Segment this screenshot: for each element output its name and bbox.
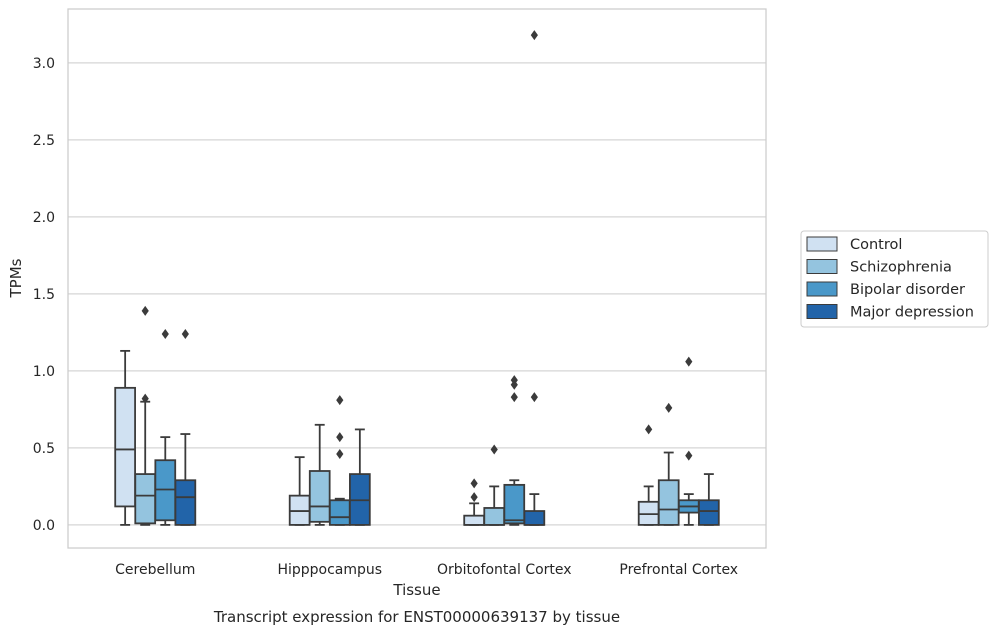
legend-frame — [800, 230, 989, 328]
x-tick-label: Cerebellum — [115, 562, 195, 578]
y-tick-label: 0.0 — [33, 518, 55, 534]
outlier-point — [470, 492, 478, 503]
x-tick-labels: Cerebellum Hipppocampus Orbitofontal Corte… — [115, 562, 738, 578]
legend-swatch — [806, 281, 838, 297]
box-body — [174, 479, 197, 526]
outlier-point — [530, 392, 538, 403]
outlier-point — [336, 395, 344, 406]
box-body — [698, 499, 720, 526]
box-body — [134, 473, 157, 525]
x-tick-label: Orbitofontal Cortex — [437, 562, 572, 578]
chart-caption: Transcript expression for ENST0000063913… — [213, 608, 620, 626]
box-1-1 — [308, 423, 331, 526]
box-body — [657, 479, 680, 526]
box-3-1 — [657, 402, 680, 526]
legend-label: Major depression — [850, 305, 974, 321]
outlier-point — [141, 305, 149, 316]
plot-area — [68, 9, 766, 548]
legend-label: Schizophrenia — [850, 260, 952, 276]
outlier-point — [645, 424, 653, 435]
box-1-3 — [349, 428, 371, 526]
outlier-point — [530, 30, 538, 41]
outlier-point — [685, 450, 693, 461]
x-tick-label: Hipppocampus — [277, 562, 382, 578]
y-tick-label: 3.0 — [33, 56, 55, 72]
x-axis-label: Tissue — [392, 581, 440, 599]
legend-swatch — [806, 259, 838, 274]
box-2-1 — [483, 444, 506, 526]
outlier-point — [470, 478, 478, 489]
box-body — [523, 510, 546, 526]
x-tick-label: Prefrontal Cortex — [619, 562, 738, 578]
y-tick-label: 2.5 — [33, 133, 55, 149]
box-body — [463, 514, 485, 526]
y-tick-label: 1.0 — [33, 364, 55, 380]
legend: Control Schizophrenia Bipolar disorder Majo… — [800, 230, 989, 328]
box-3-3 — [698, 473, 720, 526]
box-2-2 — [503, 375, 526, 526]
y-tick-label: 2.0 — [33, 210, 55, 226]
box-0-1 — [134, 305, 157, 526]
plot-frame — [67, 8, 767, 549]
outlier-point — [336, 432, 344, 443]
y-axis-label: TPMs — [7, 258, 25, 298]
outlier-point — [685, 356, 693, 367]
y-tick-label: 0.5 — [33, 441, 55, 457]
boxes — [114, 30, 720, 526]
legend-label: Bipolar disorder — [850, 282, 965, 298]
outlier-point — [181, 328, 189, 339]
box-body — [308, 470, 331, 523]
box-2-3 — [523, 30, 546, 526]
box-body — [328, 499, 351, 526]
outlier-point — [336, 449, 344, 460]
outlier-point — [161, 328, 169, 339]
legend-swatch — [806, 304, 838, 319]
outlier-point — [665, 402, 673, 413]
legend-swatch — [806, 236, 838, 252]
outlier-point — [141, 393, 149, 404]
box-0-3 — [174, 328, 197, 526]
box-body — [114, 386, 136, 508]
box-body — [503, 483, 526, 525]
box-0-0 — [114, 349, 136, 526]
outlier-point — [510, 392, 518, 403]
y-tick-labels: 0.0 0.5 1.0 1.5 2.0 2.5 3.0 — [33, 56, 55, 534]
legend-label: Control — [850, 237, 902, 253]
box-body — [483, 507, 506, 526]
outlier-point — [510, 375, 518, 386]
outlier-point — [490, 444, 498, 455]
y-tick-label: 1.5 — [33, 287, 55, 303]
